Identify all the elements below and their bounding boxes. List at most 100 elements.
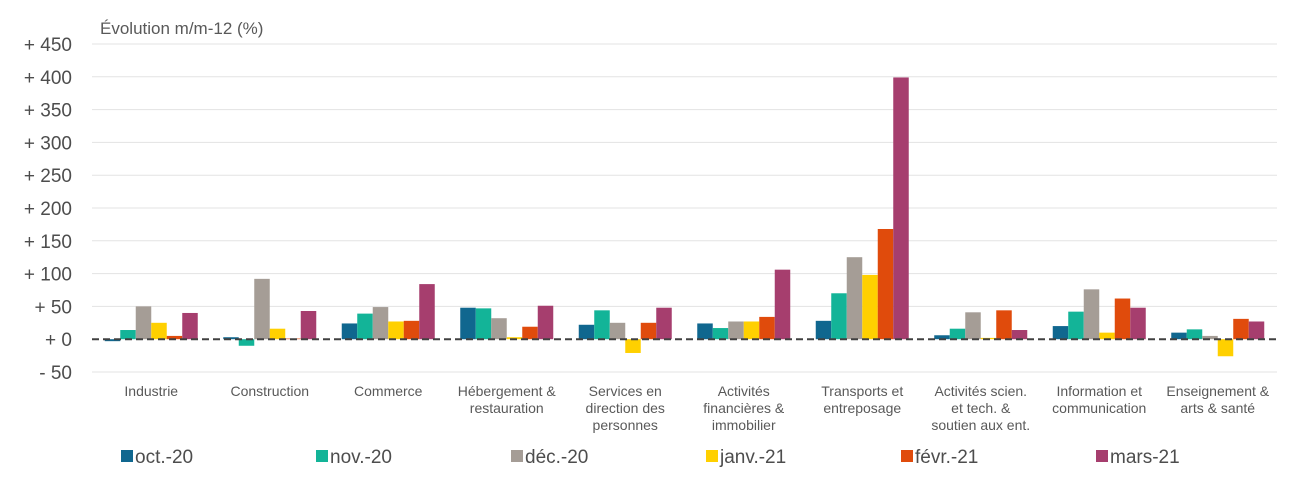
y-tick-label: + 200 xyxy=(24,199,72,220)
bar xyxy=(475,308,492,340)
y-tick-label: + 100 xyxy=(24,265,72,286)
bar xyxy=(135,306,152,340)
legend-swatch xyxy=(316,450,328,462)
bar xyxy=(578,324,595,340)
bar xyxy=(182,312,198,340)
series-févr.-21 xyxy=(166,228,1249,340)
x-axis-ticks: Industrie Construction Commerce Hébergement… xyxy=(124,383,1269,433)
y-tick-label: + 50 xyxy=(34,297,72,318)
bar xyxy=(996,310,1012,340)
bar xyxy=(341,323,358,340)
bar xyxy=(419,284,435,340)
bar xyxy=(1233,318,1249,340)
bar xyxy=(934,335,950,340)
y-tick-label: + 0 xyxy=(45,330,72,351)
bar xyxy=(120,330,136,340)
bar xyxy=(1011,330,1028,340)
bar xyxy=(1083,289,1100,340)
x-tick-label-line: Construction xyxy=(230,383,309,399)
bar xyxy=(1217,339,1234,357)
series-déc.-20 xyxy=(135,257,1218,340)
bar xyxy=(1202,335,1218,340)
x-tick-label-line: direction des xyxy=(586,400,665,416)
bar xyxy=(460,307,476,340)
legend-label: mars-21 xyxy=(1110,447,1180,468)
x-tick-label-line: soutien aux ent. xyxy=(931,417,1030,433)
x-tick-label-line: Hébergement & xyxy=(458,383,557,399)
y-tick-label: - 50 xyxy=(39,363,72,384)
bar xyxy=(965,312,981,340)
x-tick-label-line: Transports et xyxy=(821,383,903,399)
bar xyxy=(269,328,286,340)
bar xyxy=(625,339,641,353)
bar xyxy=(846,257,863,340)
x-tick-label-line: Commerce xyxy=(354,383,423,399)
series-oct.-20 xyxy=(104,307,1187,342)
bar xyxy=(743,321,760,340)
legend-swatch xyxy=(1096,450,1108,462)
y-axis-ticks: + 450 + 400 + 350 + 300 + 250 + 200 + 150 + 100… xyxy=(24,35,72,384)
bar xyxy=(774,269,791,340)
y-tick-label: + 350 xyxy=(24,101,72,122)
bar xyxy=(1130,307,1146,340)
bar xyxy=(1068,311,1084,340)
x-tick-label-line: Information et xyxy=(1056,383,1142,399)
legend-item: oct.-20 xyxy=(121,447,193,468)
x-tick-label: Activités financières & immobilier xyxy=(703,383,785,433)
legend-swatch xyxy=(511,450,523,462)
y-tick-label: + 150 xyxy=(24,232,72,253)
bar xyxy=(357,313,373,340)
x-tick-label: Services en direction des personnes xyxy=(586,383,665,433)
y-tick-label: + 400 xyxy=(24,68,72,89)
bar xyxy=(166,335,183,340)
y-tick-label: + 250 xyxy=(24,166,72,187)
legend-item: mars-21 xyxy=(1096,447,1180,468)
legend-label: févr.-21 xyxy=(915,447,978,468)
bar xyxy=(151,322,167,340)
x-tick-label-line: communication xyxy=(1052,400,1146,416)
bar xyxy=(728,321,744,340)
legend-swatch xyxy=(121,450,133,462)
bar xyxy=(1114,298,1131,340)
bar xyxy=(522,326,538,340)
legend-swatch xyxy=(901,450,913,462)
legend-item: févr.-21 xyxy=(901,447,978,468)
x-tick-label-line: financières & xyxy=(703,400,785,416)
bar xyxy=(831,293,847,340)
y-axis-label: Évolution m/m-12 (%) xyxy=(100,19,263,38)
x-tick-label-line: Enseignement & xyxy=(1166,383,1269,399)
x-tick-label: Transports et entreposage xyxy=(821,383,903,416)
x-tick-label-line: entreposage xyxy=(823,400,901,416)
bar xyxy=(238,339,255,346)
legend-label: nov.-20 xyxy=(330,447,392,468)
y-tick-label: + 300 xyxy=(24,133,72,154)
bar xyxy=(815,320,832,340)
bar xyxy=(656,307,672,340)
x-tick-label: Industrie xyxy=(124,383,178,399)
bar xyxy=(640,322,657,340)
bar xyxy=(594,310,610,340)
legend-label: oct.-20 xyxy=(135,447,193,468)
bar xyxy=(949,328,966,340)
bar xyxy=(1171,332,1187,340)
bar xyxy=(537,305,554,340)
x-tick-label-line: Activités scien. xyxy=(934,383,1027,399)
bar xyxy=(1099,332,1115,340)
bar xyxy=(254,278,270,340)
x-tick-label: Construction xyxy=(230,383,309,399)
bar xyxy=(104,339,121,342)
x-tick-label: Hébergement & restauration xyxy=(458,383,557,416)
bar xyxy=(712,328,729,340)
bar xyxy=(1248,321,1265,340)
bar xyxy=(609,322,626,340)
bar xyxy=(388,321,404,340)
x-tick-label-line: Industrie xyxy=(124,383,178,399)
x-tick-label-line: personnes xyxy=(593,417,658,433)
x-tick-label-line: arts & santé xyxy=(1180,400,1255,416)
bar xyxy=(893,77,909,340)
x-tick-label-line: immobilier xyxy=(712,417,776,433)
bar xyxy=(300,310,317,340)
bar xyxy=(697,323,713,340)
legend-label: janv.-21 xyxy=(719,447,786,468)
bar xyxy=(1186,329,1203,340)
